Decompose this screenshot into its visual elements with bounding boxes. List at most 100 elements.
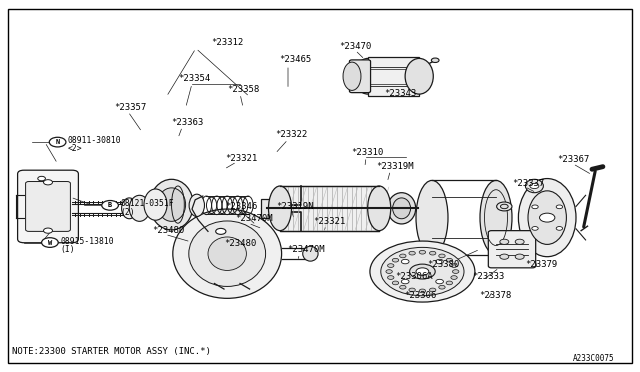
Text: B: B [108, 202, 112, 208]
FancyBboxPatch shape [349, 60, 371, 93]
Circle shape [409, 251, 415, 255]
Circle shape [451, 264, 457, 267]
Circle shape [386, 270, 392, 273]
Ellipse shape [269, 186, 292, 231]
Circle shape [530, 183, 539, 189]
Circle shape [540, 213, 555, 222]
Circle shape [42, 238, 58, 247]
Ellipse shape [416, 180, 448, 255]
Circle shape [399, 254, 406, 258]
Text: *23319N: *23319N [276, 202, 314, 211]
Text: NOTE:23300 STARTER MOTOR ASSY (INC.*): NOTE:23300 STARTER MOTOR ASSY (INC.*) [12, 347, 211, 356]
Circle shape [439, 254, 445, 258]
Text: *23470M: *23470M [287, 246, 324, 254]
Ellipse shape [381, 247, 464, 296]
Ellipse shape [480, 180, 512, 255]
Ellipse shape [370, 241, 475, 302]
Text: *23470M: *23470M [236, 214, 273, 223]
Text: A233C0075: A233C0075 [573, 355, 614, 363]
Text: *23480: *23480 [152, 226, 184, 235]
Circle shape [401, 279, 409, 284]
FancyBboxPatch shape [17, 170, 79, 243]
Circle shape [436, 279, 444, 284]
Circle shape [102, 201, 118, 210]
Bar [280, 186, 380, 231]
Ellipse shape [189, 221, 266, 286]
Text: *23358: *23358 [227, 85, 259, 94]
FancyBboxPatch shape [488, 231, 536, 268]
Ellipse shape [343, 62, 361, 90]
Circle shape [500, 239, 509, 244]
Circle shape [399, 285, 406, 289]
Circle shape [419, 250, 426, 254]
Ellipse shape [388, 193, 416, 224]
Circle shape [446, 258, 452, 262]
Circle shape [416, 268, 429, 275]
Text: (I): (I) [60, 245, 75, 254]
Text: *23343: *23343 [384, 89, 416, 97]
Ellipse shape [528, 191, 566, 244]
Circle shape [429, 251, 436, 255]
Circle shape [532, 227, 538, 230]
Circle shape [44, 228, 52, 233]
Text: *23363: *23363 [172, 118, 204, 126]
Circle shape [500, 254, 509, 259]
Text: *23379: *23379 [525, 260, 557, 269]
Text: *23321: *23321 [225, 154, 257, 163]
Text: *23306: *23306 [404, 291, 436, 300]
Ellipse shape [525, 179, 543, 193]
Ellipse shape [157, 188, 186, 221]
Text: *23465: *23465 [280, 55, 312, 64]
Ellipse shape [518, 179, 576, 257]
Circle shape [410, 264, 435, 279]
Circle shape [401, 259, 409, 264]
Circle shape [388, 264, 394, 267]
Circle shape [409, 288, 415, 292]
Circle shape [497, 202, 512, 211]
Circle shape [38, 176, 45, 181]
FancyBboxPatch shape [261, 199, 275, 218]
Ellipse shape [129, 195, 150, 221]
Circle shape [44, 180, 52, 185]
Circle shape [439, 285, 445, 289]
Circle shape [451, 276, 457, 279]
Circle shape [431, 58, 439, 62]
Text: *23319M: *23319M [376, 162, 414, 171]
Text: *23322: *23322 [275, 130, 307, 139]
Circle shape [556, 227, 563, 230]
Text: *23310: *23310 [351, 148, 383, 157]
Circle shape [216, 228, 226, 234]
Ellipse shape [173, 209, 282, 298]
Circle shape [392, 258, 399, 262]
Text: *23480: *23480 [224, 239, 256, 248]
Text: 08121-0351F: 08121-0351F [120, 199, 174, 208]
Circle shape [515, 254, 524, 259]
Text: *23357: *23357 [114, 103, 146, 112]
Text: *23337: *23337 [512, 179, 544, 187]
Text: *23346: *23346 [225, 202, 257, 211]
Text: N: N [56, 139, 60, 145]
FancyBboxPatch shape [26, 182, 70, 231]
Ellipse shape [368, 186, 390, 231]
Circle shape [436, 259, 444, 264]
Text: <2>: <2> [68, 144, 83, 153]
Text: 08911-30810: 08911-30810 [68, 136, 122, 145]
Circle shape [392, 281, 399, 285]
Bar [368, 57, 419, 96]
Circle shape [419, 289, 426, 293]
Circle shape [446, 281, 452, 285]
Text: *23333: *23333 [472, 272, 504, 280]
Text: *23306A: *23306A [396, 272, 433, 280]
Ellipse shape [208, 237, 246, 270]
Ellipse shape [393, 198, 411, 219]
Circle shape [452, 270, 459, 273]
Text: *23380: *23380 [428, 260, 460, 269]
Text: 08915-13810: 08915-13810 [60, 237, 114, 246]
Text: (2): (2) [120, 208, 135, 217]
Ellipse shape [405, 58, 433, 94]
Text: *23378: *23378 [479, 291, 511, 300]
Circle shape [556, 205, 563, 209]
Text: *23367: *23367 [557, 155, 589, 164]
Text: *23354: *23354 [178, 74, 210, 83]
Ellipse shape [303, 246, 318, 261]
